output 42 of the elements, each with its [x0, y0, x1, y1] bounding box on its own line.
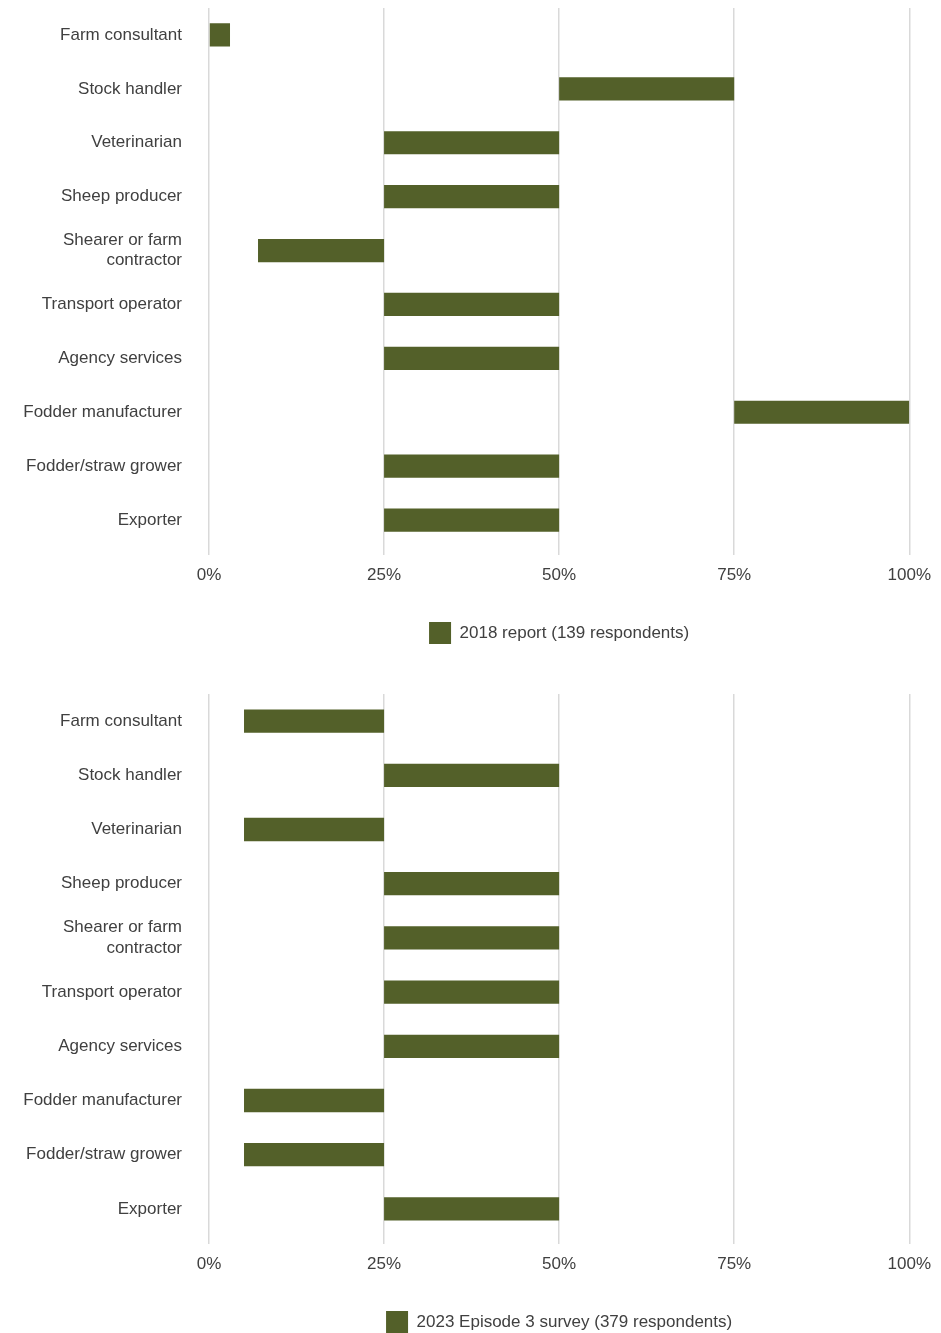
- bar: [384, 508, 560, 532]
- y-tick-label: Veterinarian: [91, 819, 182, 839]
- y-tick-label: Stock handler: [78, 78, 183, 98]
- y-tick-label: Exporter: [117, 509, 183, 529]
- y-tick-label: Shearer or farm contractor: [62, 917, 183, 957]
- x-tick-label: 50%: [542, 1253, 577, 1273]
- y-tick-label: Transport operator: [41, 294, 183, 314]
- bar: [258, 238, 385, 263]
- legend-label: 2018 report (139 respondents): [459, 622, 690, 642]
- y-tick-label: Transport operator: [41, 981, 183, 1001]
- bar: [384, 185, 560, 209]
- x-tick-label: 25%: [367, 564, 402, 584]
- x-tick-label: 50%: [542, 564, 577, 584]
- y-tick-label: Exporter: [117, 1198, 183, 1218]
- x-tick-label: 75%: [717, 564, 752, 584]
- y-tick-label: Fodder manufacturer: [23, 401, 183, 421]
- y-tick-label: Fodder/straw grower: [26, 455, 183, 475]
- y-tick-label: Fodder/straw grower: [26, 1144, 183, 1164]
- y-tick-label: Agency services: [58, 348, 182, 368]
- x-tick-label: 0%: [196, 564, 222, 584]
- bar: [209, 23, 231, 47]
- x-tick-label: 100%: [887, 564, 931, 584]
- y-tick-label: Fodder manufacturer: [23, 1090, 183, 1110]
- y-tick-label: Farm consultant: [60, 710, 183, 730]
- y-tick-label: Veterinarian: [91, 132, 182, 152]
- bar: [384, 346, 560, 370]
- bar: [734, 400, 910, 424]
- legend-label: 2023 Episode 3 survey (379 respondents): [416, 1311, 733, 1331]
- x-tick-label: 100%: [887, 1253, 931, 1273]
- bar: [384, 131, 560, 155]
- y-tick-label: Sheep producer: [61, 186, 183, 206]
- x-tick-label: 75%: [717, 1253, 752, 1273]
- y-tick-label: Stock handler: [78, 764, 183, 784]
- y-tick-label: Shearer or farm contractor: [62, 230, 183, 270]
- y-tick-label: Agency services: [58, 1035, 182, 1055]
- x-tick-label: 0%: [196, 1253, 222, 1273]
- y-tick-label: Sheep producer: [61, 873, 183, 893]
- bar: [384, 292, 560, 317]
- x-tick-label: 25%: [367, 1253, 402, 1273]
- bar: [384, 454, 560, 478]
- bar: [559, 77, 735, 101]
- y-tick-label: Farm consultant: [60, 24, 183, 44]
